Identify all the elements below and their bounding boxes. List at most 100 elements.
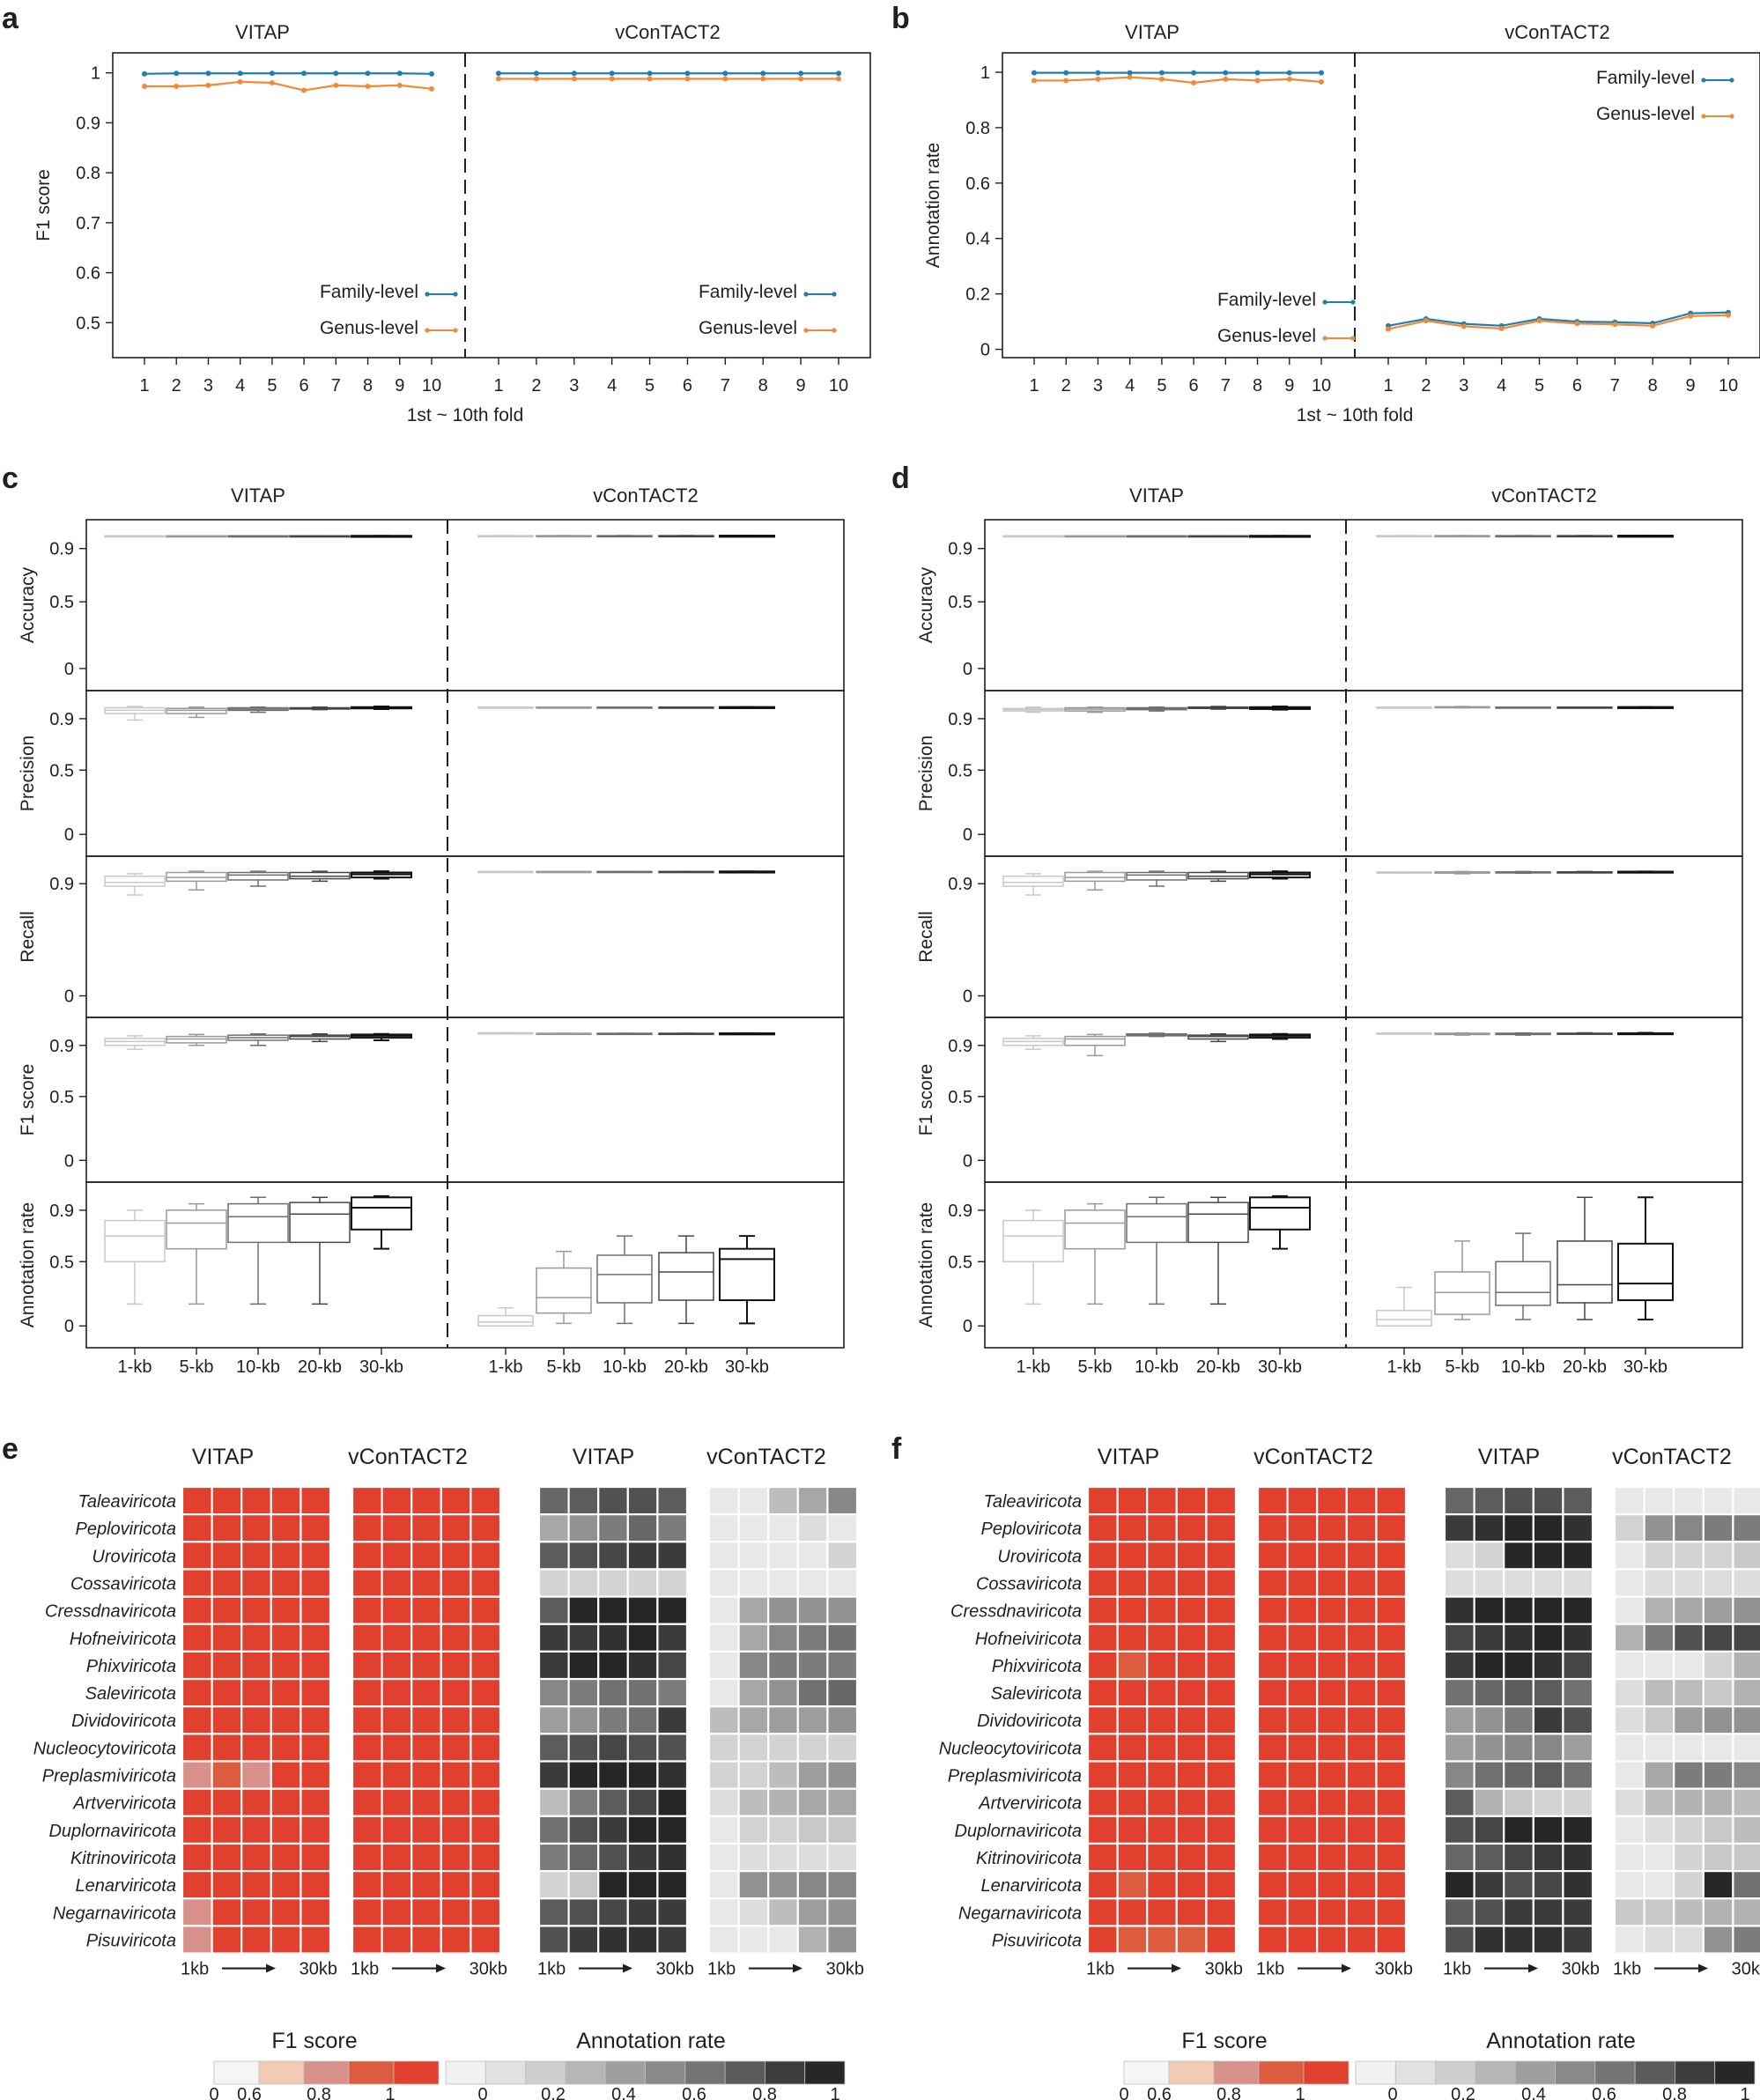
heatmap-cell <box>211 1623 243 1653</box>
heatmap-cell <box>767 1925 799 1955</box>
heatmap-cell <box>240 1595 272 1625</box>
heatmap-cell <box>826 1787 859 1817</box>
heatmap-cell <box>597 1870 629 1900</box>
x-tick-label: 4 <box>1125 376 1135 396</box>
x-tick-label: 7 <box>721 376 730 396</box>
heatmap-cell <box>796 1815 829 1845</box>
heatmap-cell <box>240 1513 272 1543</box>
heatmap-cell <box>1673 1623 1705 1653</box>
heatmap-cell <box>1673 1787 1705 1817</box>
box-iqr <box>719 1247 775 1302</box>
x-tick-label: 3 <box>569 376 579 396</box>
heatmap-cell <box>826 1870 859 1900</box>
legend-annotation-swatch <box>565 2060 606 2085</box>
box-iqr <box>104 875 166 887</box>
x-tick-label: 10-kb <box>603 1357 647 1377</box>
x-tick-label: 4 <box>1497 376 1506 396</box>
heatmap-cell <box>1116 1842 1149 1873</box>
heatmap-cell <box>1643 1677 1675 1708</box>
heatmap-cell <box>1732 1595 1760 1625</box>
box-iqr <box>1617 1242 1674 1302</box>
heatmap-cell <box>1532 1870 1564 1900</box>
heatmap-cell <box>351 1733 383 1763</box>
heatmap-cell <box>1643 1733 1675 1763</box>
heatmap-cell <box>826 1485 859 1516</box>
heatmap-cell <box>796 1760 829 1790</box>
heatmap-cell <box>440 1541 472 1571</box>
y-tick-label: 0 <box>963 660 972 679</box>
heatmap-cell <box>470 1541 502 1571</box>
box-vcontact2-5-kb <box>536 1250 592 1325</box>
heatmap-block-vitap-annotation: VITAP 1kb 30kb <box>1443 1445 1600 1979</box>
heatmap-cell <box>1562 1842 1594 1873</box>
heatmap-cell <box>1286 1568 1319 1598</box>
x-label-30kb: 30kb <box>1375 1960 1413 1979</box>
heatmap-cell <box>440 1677 472 1708</box>
y-tick-label: 0 <box>963 987 972 1007</box>
legend-dot <box>832 328 837 333</box>
heatmap-cell <box>1086 1677 1119 1708</box>
box-vitap-5-kb <box>1064 870 1126 891</box>
data-point <box>269 70 275 77</box>
heatmap-cell <box>1562 1650 1594 1681</box>
heatmap-cell <box>211 1760 243 1790</box>
box-vcontact2-10-kb <box>596 1235 653 1325</box>
heatmap-cell <box>1286 1705 1319 1735</box>
phylum-label: Artverviricota <box>978 1794 1082 1814</box>
heatmap-cell <box>1086 1513 1119 1543</box>
heatmap-cell <box>707 1623 740 1653</box>
heatmap-cell <box>1732 1705 1760 1735</box>
heatmap-cell <box>737 1677 770 1708</box>
heatmap-cell <box>470 1485 502 1516</box>
heatmap-cell <box>1375 1870 1408 1900</box>
heatmap-cell <box>1345 1842 1378 1873</box>
heatmap-cell <box>240 1677 272 1708</box>
legend-annotation-swatch <box>1355 2060 1396 2085</box>
heatmap-cell <box>1562 1815 1594 1845</box>
heatmap-cell <box>1613 1677 1645 1708</box>
series-line-family <box>144 72 433 75</box>
heatmap-cell <box>1256 1787 1289 1817</box>
heatmap-cell <box>351 1485 383 1516</box>
arrow-head <box>793 1963 802 1973</box>
heatmap-cell <box>181 1485 213 1516</box>
y-tick-label: 0 <box>963 1151 972 1171</box>
data-point <box>496 76 501 82</box>
box-vitap-10-kb <box>1126 1196 1187 1305</box>
legend-genus-label: Genus-level <box>320 318 418 338</box>
heatmap-cell <box>299 1513 332 1543</box>
heatmap-cell <box>597 1815 629 1845</box>
heatmap-cell <box>440 1568 472 1598</box>
row-frame <box>85 690 845 857</box>
method-title-vitap: VITAP <box>235 21 290 43</box>
box-vitap-5-kb <box>166 1033 227 1046</box>
x-tick-label: 10 <box>1719 376 1738 396</box>
x-label-1kb: 1kb <box>1613 1960 1641 1979</box>
heatmap-cell <box>1443 1595 1475 1625</box>
heatmap-cell <box>1702 1485 1734 1516</box>
arrow-head <box>1342 1963 1351 1973</box>
box-vcontact2-1-kb <box>1376 1032 1432 1035</box>
heatmap-cell <box>240 1925 272 1955</box>
x-tick-label: 9 <box>796 376 806 396</box>
heatmap-cell <box>796 1677 829 1708</box>
heatmap-cell <box>240 1733 272 1763</box>
heatmap-cell <box>1643 1541 1675 1571</box>
heatmap-cell <box>440 1705 472 1735</box>
x-tick-label: 6 <box>1189 376 1199 396</box>
heatmap-cell <box>796 1705 829 1735</box>
heatmap-cell <box>1532 1623 1564 1653</box>
heatmap-cell <box>826 1677 859 1708</box>
heatmap-cell <box>1473 1595 1505 1625</box>
heatmap-cell <box>270 1842 302 1873</box>
legend-annotation-swatch <box>684 2060 726 2085</box>
data-point <box>684 70 691 77</box>
heatmap-cell <box>211 1513 243 1543</box>
y-tick-label: 0.5 <box>49 1088 74 1107</box>
heatmap-cell <box>470 1897 502 1927</box>
box-vitap-10-kb <box>1126 706 1187 712</box>
heatmap-cell <box>737 1485 770 1516</box>
heatmap-cell <box>537 1760 570 1790</box>
heatmap-cell <box>597 1568 629 1598</box>
heatmap-cell <box>1256 1760 1289 1790</box>
